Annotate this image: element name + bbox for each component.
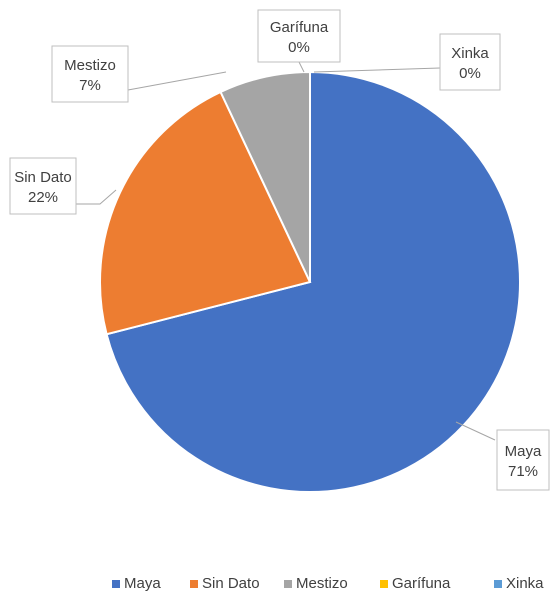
pie-slice-maya: [105, 70, 521, 493]
legend-label-mestizo: Mestizo: [296, 575, 348, 592]
data-label-box-maya: [496, 429, 550, 491]
leader-line-xinka: [313, 67, 441, 73]
legend-swatch-garifuna: [380, 580, 388, 588]
data-label-sin-dato: Sin Dato 22%: [9, 157, 77, 215]
legend-label-garifuna: Garífuna: [392, 575, 451, 592]
legend-swatch-mestizo: [284, 580, 292, 588]
legend: Maya Sin Dato Mestizo Garífuna Xinka: [112, 575, 544, 592]
data-label-maya: Maya 71%: [496, 429, 550, 491]
leader-line-sin-dato: [76, 189, 117, 205]
data-label-value-garifuna: 0%: [288, 39, 310, 56]
legend-swatch-xinka: [494, 580, 502, 588]
legend-item-garifuna: Garífuna: [380, 575, 451, 592]
data-label-value-xinka: 0%: [459, 65, 481, 82]
data-label-box-garifuna: [257, 9, 341, 63]
data-label-value-mestizo: 7%: [79, 77, 101, 94]
data-label-category-sin-dato: Sin Dato: [14, 169, 72, 186]
data-label-mestizo: Mestizo 7%: [51, 45, 129, 103]
pie-slice-mestizo: [219, 70, 311, 283]
data-label-category-garifuna: Garífuna: [270, 19, 329, 36]
legend-item-maya: Maya: [112, 575, 161, 592]
pie-slice-sin-dato: [99, 90, 312, 336]
leader-line-mestizo: [127, 71, 227, 91]
data-label-category-xinka: Xinka: [451, 45, 489, 62]
data-label-category-maya: Maya: [505, 443, 542, 460]
legend-swatch-maya: [112, 580, 120, 588]
data-label-xinka: Xinka 0%: [439, 33, 501, 91]
data-label-category-mestizo: Mestizo: [64, 57, 116, 74]
legend-item-sin-dato: Sin Dato: [190, 575, 260, 592]
legend-label-sin-dato: Sin Dato: [202, 575, 260, 592]
data-label-value-sin-dato: 22%: [28, 189, 58, 206]
data-label-garifuna: Garífuna 0%: [257, 9, 341, 63]
legend-swatch-sin-dato: [190, 580, 198, 588]
data-label-value-maya: 71%: [508, 463, 538, 480]
legend-item-mestizo: Mestizo: [284, 575, 348, 592]
leader-line-garifuna: [298, 61, 305, 73]
data-label-box-xinka: [439, 33, 501, 91]
leader-lines: [76, 61, 496, 441]
data-label-box-sin-dato: [9, 157, 77, 215]
legend-label-xinka: Xinka: [506, 575, 544, 592]
pie-slices: [99, 70, 521, 493]
data-label-box-mestizo: [51, 45, 129, 103]
legend-label-maya: Maya: [124, 575, 161, 592]
leader-line-maya: [455, 421, 496, 441]
legend-item-xinka: Xinka: [494, 575, 544, 592]
